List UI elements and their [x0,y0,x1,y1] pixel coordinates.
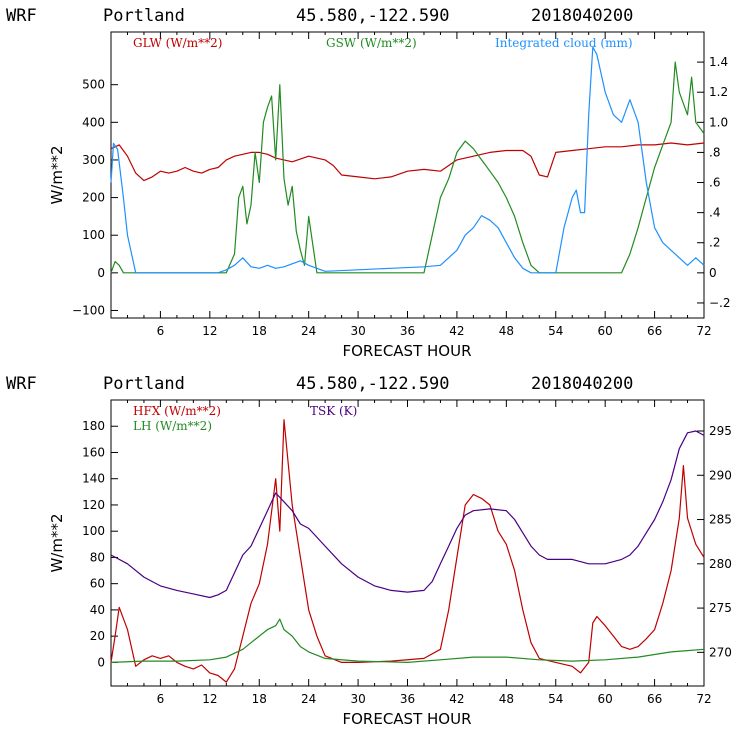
series-line-integrated [110,46,705,274]
y2-tick-label: 295 [709,424,732,438]
x-tick-label: 24 [301,324,316,338]
y-tick-label: 0 [97,266,105,280]
y2-tick-label: 1.0 [709,115,728,129]
x-tick-label: 60 [598,324,613,338]
y-tick-label: 60 [90,577,105,591]
y2-tick-label: .6 [709,176,720,190]
x-tick-label: 12 [202,324,217,338]
x-tick-label: 36 [400,324,415,338]
series-lines [110,46,705,274]
y-axis-label: W/m**2 [48,513,66,572]
header-init: 2018040200 [531,374,633,394]
y-tick-label: 0 [97,655,105,669]
x-tick-label: 18 [252,324,267,338]
legend-hfx: HFX (W/m**2) [133,404,221,418]
y-tick-label: 160 [82,445,105,459]
plot-frame [110,399,705,687]
y-tick-label: 100 [82,228,105,242]
series-line-hfx [110,419,705,683]
y2-tick-label: −.2 [709,296,731,310]
x-tick-label: 42 [449,324,464,338]
y-tick-label: 100 [82,524,105,538]
plot-frame [110,31,705,319]
y-tick-label: 20 [90,629,105,643]
header-model: WRF [6,6,37,26]
y-tick-label: 40 [90,603,105,617]
bottom-header: WRF Portland 45.580,-122.590 2018040200 [6,374,633,394]
y2-tick-label: 1.2 [709,85,728,99]
x-tick-label: 36 [400,692,415,706]
y-tick-label: 200 [82,191,105,205]
y-tick-label: 140 [82,472,105,486]
x-tick-label: 54 [548,692,563,706]
x-tick-label: 6 [157,692,165,706]
series-lines [110,419,705,683]
legend-glw: GLW (W/m**2) [133,36,222,50]
x-tick-label: 72 [696,692,711,706]
y2-tick-label: .2 [709,236,720,250]
x-tick-label: 6 [157,324,165,338]
y2-tick-label: 270 [709,645,732,659]
header-location: Portland [103,6,185,26]
legend-gsw: GSW (W/m**2) [326,36,417,50]
x-tick-label: 66 [647,692,662,706]
y2-tick-label: .8 [709,145,720,159]
legend-tsk: TSK (K) [310,404,357,418]
legend-lh: LH (W/m**2) [133,419,212,433]
x-tick-label: 30 [350,324,365,338]
y2-tick-label: 285 [709,513,732,527]
header-coords: 45.580,-122.590 [296,374,450,394]
y2-tick-label: 290 [709,468,732,482]
y2-tick-label: 1.4 [709,55,728,69]
y-tick-label: 300 [82,153,105,167]
x-tick-label: 12 [202,692,217,706]
x-tick-label: 54 [548,324,563,338]
y2-tick-label: 0 [709,266,717,280]
x-tick-label: 72 [696,324,711,338]
series-line-gsw [110,61,705,274]
y-tick-label: −100 [72,303,105,317]
x-tick-label: 60 [598,692,613,706]
series-line-tsk [110,430,705,599]
x-axis-label: FORECAST HOUR [342,342,471,360]
y-axis-label: W/m**2 [48,145,66,204]
top-header: WRF Portland 45.580,-122.590 2018040200 [6,6,633,26]
y-tick-label: 400 [82,115,105,129]
x-tick-label: 48 [499,692,514,706]
header-init: 2018040200 [531,6,633,26]
header-coords: 45.580,-122.590 [296,6,450,26]
x-axis-label: FORECAST HOUR [342,710,471,728]
x-tick-label: 66 [647,324,662,338]
flux-panel: 6 12 18 24 30 36 42 48 54 60 66 72 0 20 40 60 80 100 120 14… [48,399,732,728]
y-tick-label: 80 [90,550,105,564]
y2-tick-label: 280 [709,557,732,571]
header-location: Portland [103,374,185,394]
x-tick-label: 30 [350,692,365,706]
x-tick-label: 48 [499,324,514,338]
y2-tick-label: .4 [709,206,720,220]
series-line-lh [110,618,705,663]
header-model: WRF [6,374,37,394]
legend-cloud: Integrated cloud (mm) [495,36,633,50]
axis-ticks: 6 12 18 24 30 36 42 48 54 60 66 72 0 20 40 60 80 100 120 14… [82,400,732,706]
y-tick-label: 500 [82,78,105,92]
x-tick-label: 18 [252,692,267,706]
y-tick-label: 120 [82,498,105,512]
x-tick-label: 24 [301,692,316,706]
x-tick-label: 42 [449,692,464,706]
radiation-panel: 6 12 18 24 30 36 42 48 54 60 66 72 −100 0 100 200 300 400… [48,31,731,360]
y2-tick-label: 275 [709,601,732,615]
series-line-glw [110,142,705,182]
axis-ticks: 6 12 18 24 30 36 42 48 54 60 66 72 −100 0 100 200 300 400… [72,32,731,338]
y-tick-label: 180 [82,419,105,433]
